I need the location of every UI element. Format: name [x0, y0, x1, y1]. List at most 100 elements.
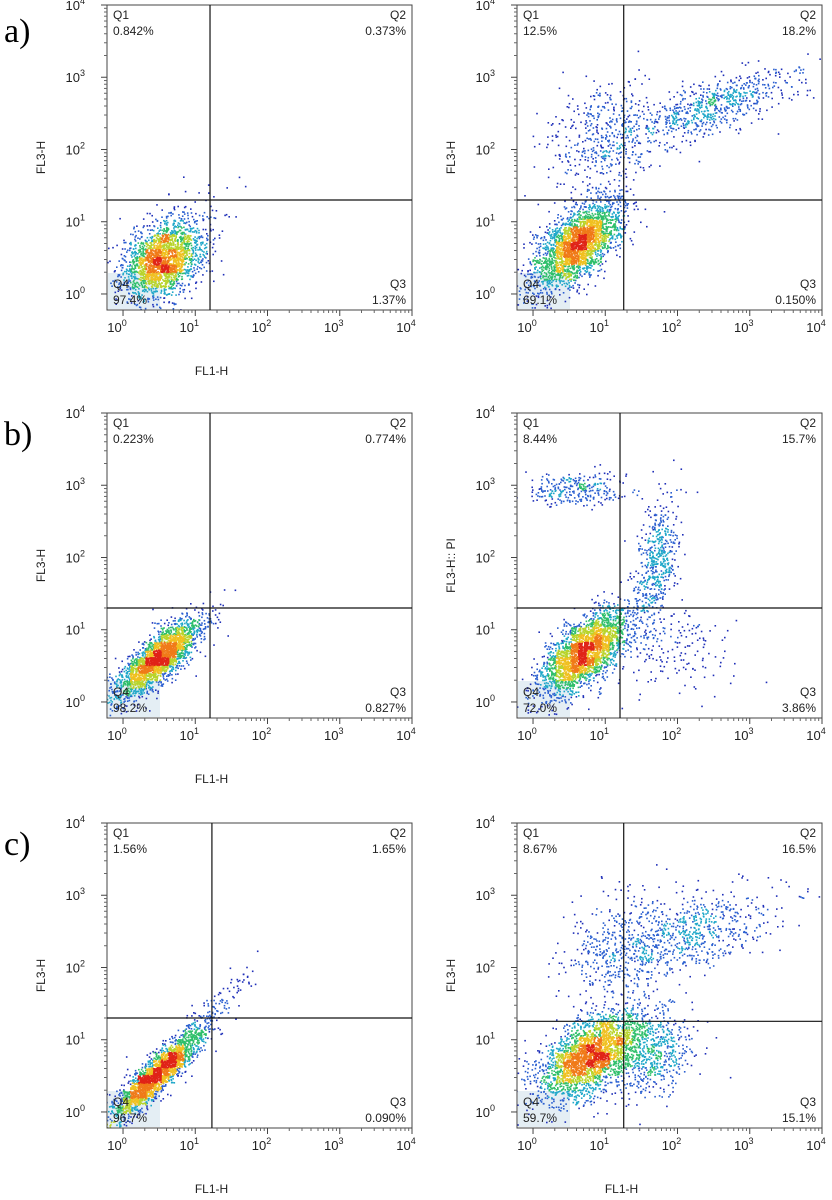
quadrant-name: Q4 — [523, 685, 539, 699]
quadrant-name: Q1 — [523, 416, 539, 430]
event-dots — [107, 950, 259, 1128]
quadrant-percent: 59.7% — [523, 1111, 557, 1125]
y-tick-label: 103 — [66, 476, 85, 493]
flow-plot-6: Q1 8.67% Q2 16.5% Q3 15.1% Q4 59.7% 100 100 101 101… — [444, 814, 826, 1196]
y-axis-title: FL3-H — [34, 549, 48, 582]
quadrant-percent: 1.65% — [372, 842, 406, 856]
quadrant-name: Q3 — [390, 1095, 406, 1109]
quadrant-name: Q4 — [113, 1095, 129, 1109]
quadrant-percent: 1.56% — [113, 842, 147, 856]
y-tick-label: 100 — [66, 1103, 85, 1120]
y-axis-title: FL3-H:: PI — [444, 538, 458, 593]
y-tick-label: 100 — [66, 285, 85, 302]
plot-frame — [516, 4, 823, 311]
quadrant-name: Q3 — [390, 685, 406, 699]
flow-plot-1: Q1 0.842% Q2 0.373% Q3 1.37% Q4 97.4% 100 100 101 1… — [34, 0, 416, 378]
flow-plot-4: Q1 8.44% Q2 15.7% Q3 3.86% Q4 72.0% 100 100 101 101… — [444, 404, 826, 743]
quadrant-percent: 16.5% — [782, 842, 816, 856]
plot-frame — [516, 822, 823, 1129]
x-tick-label: 101 — [590, 318, 609, 335]
y-tick-label: 104 — [476, 0, 495, 13]
quadrant-percent: 69.1% — [523, 293, 557, 307]
row-label-c: c) — [4, 826, 30, 863]
quadrant-percent: 8.44% — [523, 432, 557, 446]
quadrant-name: Q4 — [523, 277, 539, 291]
event-dots — [517, 864, 821, 1126]
y-tick-label: 100 — [476, 285, 495, 302]
x-tick-label: 104 — [806, 318, 825, 335]
y-tick-label: 103 — [476, 68, 495, 85]
y-axis-title: FL3-H — [34, 959, 48, 992]
quadrant-name: Q2 — [800, 826, 816, 840]
event-dots — [107, 176, 247, 310]
x-tick-label: 101 — [180, 1136, 199, 1153]
y-tick-label: 103 — [66, 68, 85, 85]
quadrant-name: Q2 — [390, 826, 406, 840]
quadrant-percent: 0.774% — [365, 432, 406, 446]
x-tick-label: 100 — [517, 318, 536, 335]
y-tick-label: 102 — [476, 140, 495, 157]
x-tick-label: 100 — [107, 726, 126, 743]
y-tick-label: 102 — [66, 958, 85, 975]
y-axis-title: FL3-H — [444, 959, 458, 992]
x-tick-label: 104 — [396, 318, 415, 335]
row-label-b: b) — [4, 416, 32, 453]
y-tick-label: 104 — [476, 404, 495, 421]
y-tick-label: 102 — [66, 548, 85, 565]
quadrant-percent: 1.37% — [372, 293, 406, 307]
y-tick-label: 104 — [66, 404, 85, 421]
x-tick-label: 100 — [107, 1136, 126, 1153]
y-tick-label: 104 — [66, 0, 85, 13]
quadrant-percent: 0.373% — [365, 24, 406, 38]
x-tick-label: 102 — [662, 318, 681, 335]
y-tick-label: 100 — [476, 693, 495, 710]
y-tick-label: 101 — [476, 213, 495, 230]
flow-plot-5: Q1 1.56% Q2 1.65% Q3 0.090% Q4 96.7% 100 100 101 10… — [34, 814, 416, 1196]
x-tick-label: 101 — [180, 726, 199, 743]
y-tick-label: 103 — [476, 886, 495, 903]
quadrant-percent: 72.0% — [523, 701, 557, 715]
quadrant-name: Q1 — [523, 826, 539, 840]
quadrant-percent: 3.86% — [782, 701, 816, 715]
quadrant-percent: 15.7% — [782, 432, 816, 446]
quadrant-percent: 96.7% — [113, 1111, 147, 1125]
y-tick-label: 102 — [476, 548, 495, 565]
quadrant-percent: 18.2% — [782, 24, 816, 38]
quadrant-percent: 0.150% — [775, 293, 816, 307]
quadrant-name: Q1 — [113, 8, 129, 22]
quadrant-name: Q2 — [800, 416, 816, 430]
x-tick-label: 101 — [180, 318, 199, 335]
x-tick-label: 104 — [806, 1136, 825, 1153]
x-tick-label: 100 — [517, 1136, 536, 1153]
y-tick-label: 101 — [476, 1031, 495, 1048]
y-axis-title: FL3-H — [34, 141, 48, 174]
quadrant-name: Q3 — [390, 277, 406, 291]
x-tick-label: 101 — [590, 726, 609, 743]
quadrant-name: Q3 — [800, 277, 816, 291]
x-tick-label: 102 — [662, 1136, 681, 1153]
quadrant-name: Q1 — [113, 416, 129, 430]
x-axis-title: FL1-H — [605, 1182, 638, 1196]
x-tick-label: 104 — [396, 1136, 415, 1153]
quadrant-percent: 0.090% — [365, 1111, 406, 1125]
x-tick-label: 104 — [806, 726, 825, 743]
x-tick-label: 102 — [252, 726, 271, 743]
quadrant-name: Q4 — [113, 277, 129, 291]
x-tick-label: 103 — [324, 726, 343, 743]
y-tick-label: 101 — [476, 621, 495, 638]
quadrant-percent: 0.223% — [113, 432, 154, 446]
quadrant-percent: 8.67% — [523, 842, 557, 856]
quadrant-percent: 12.5% — [523, 24, 557, 38]
y-tick-label: 104 — [66, 814, 85, 831]
y-tick-label: 103 — [476, 476, 495, 493]
y-tick-label: 101 — [66, 621, 85, 638]
x-tick-label: 102 — [662, 726, 681, 743]
x-tick-label: 103 — [734, 726, 753, 743]
axis-ticks: 100 100 101 101 102 102 103 103 104 104 — [476, 404, 826, 743]
y-tick-label: 100 — [476, 1103, 495, 1120]
x-tick-label: 100 — [107, 318, 126, 335]
y-tick-label: 104 — [476, 814, 495, 831]
plot-frame — [106, 822, 413, 1129]
quadrant-name: Q2 — [390, 416, 406, 430]
event-dots — [517, 459, 768, 716]
